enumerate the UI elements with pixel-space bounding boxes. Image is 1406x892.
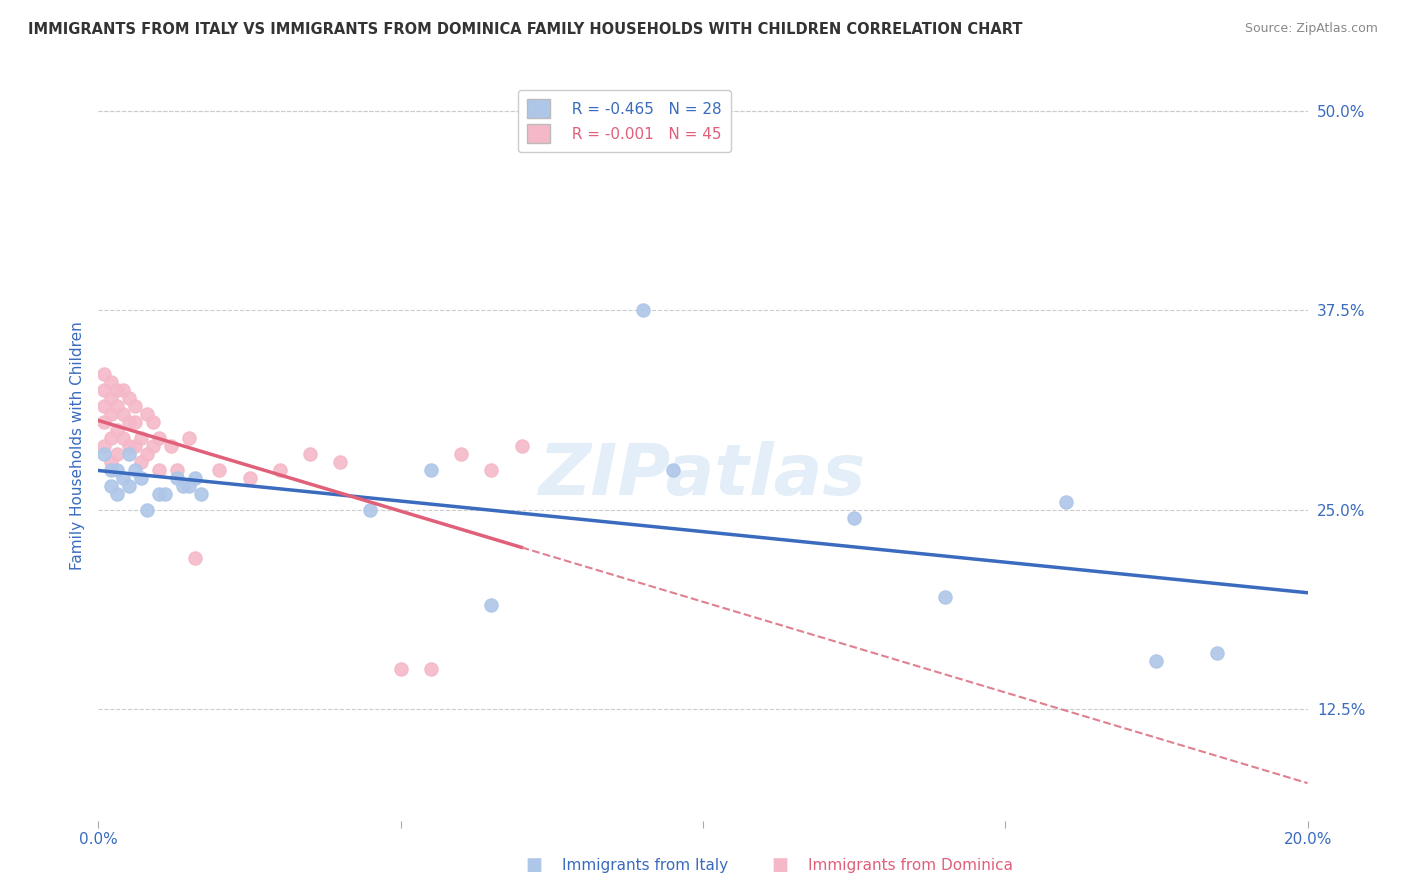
Point xyxy=(111,471,134,485)
Point xyxy=(105,487,128,501)
Point xyxy=(1206,646,1229,660)
Point xyxy=(269,463,291,477)
Point xyxy=(179,479,201,493)
Point xyxy=(844,510,866,524)
Point xyxy=(105,399,128,413)
Point xyxy=(148,431,170,445)
Point xyxy=(124,399,146,413)
Point xyxy=(510,439,533,453)
Point xyxy=(208,463,231,477)
Point xyxy=(124,439,146,453)
Point xyxy=(389,662,412,676)
Point xyxy=(100,376,122,390)
Point xyxy=(93,447,115,461)
Point xyxy=(118,479,141,493)
Point xyxy=(135,407,157,421)
Point xyxy=(93,399,115,413)
Point xyxy=(129,471,152,485)
Point xyxy=(105,447,128,461)
Point xyxy=(1144,654,1167,668)
Point xyxy=(111,407,134,421)
Point xyxy=(190,487,212,501)
Point xyxy=(153,487,176,501)
Point xyxy=(105,383,128,397)
Point xyxy=(100,407,122,421)
Text: ZIPatlas: ZIPatlas xyxy=(540,442,866,510)
Text: Immigrants from Dominica: Immigrants from Dominica xyxy=(808,858,1014,872)
Point xyxy=(360,502,382,516)
Point xyxy=(481,463,503,477)
Point xyxy=(124,463,146,477)
Point xyxy=(160,439,183,453)
Point xyxy=(100,463,122,477)
Point xyxy=(111,431,134,445)
Point xyxy=(105,463,128,477)
Point xyxy=(166,471,188,485)
Point xyxy=(329,455,352,469)
Point xyxy=(148,463,170,477)
Point xyxy=(100,431,122,445)
Point xyxy=(299,447,322,461)
Text: IMMIGRANTS FROM ITALY VS IMMIGRANTS FROM DOMINICA FAMILY HOUSEHOLDS WITH CHILDRE: IMMIGRANTS FROM ITALY VS IMMIGRANTS FROM… xyxy=(28,22,1022,37)
Point xyxy=(105,423,128,437)
Point xyxy=(166,463,188,477)
Point xyxy=(129,455,152,469)
Point xyxy=(93,383,115,397)
Point xyxy=(631,303,654,318)
Y-axis label: Family Households with Children: Family Households with Children xyxy=(69,322,84,570)
Point xyxy=(184,471,207,485)
Point xyxy=(118,415,141,429)
Point xyxy=(135,447,157,461)
Point xyxy=(118,447,141,461)
Point xyxy=(93,415,115,429)
Legend:   R = -0.465   N = 28,   R = -0.001   N = 45: R = -0.465 N = 28, R = -0.001 N = 45 xyxy=(517,90,731,152)
Point xyxy=(93,439,115,453)
Point xyxy=(111,383,134,397)
Point xyxy=(118,391,141,405)
Point xyxy=(118,439,141,453)
Point xyxy=(179,431,201,445)
Point xyxy=(100,479,122,493)
Point xyxy=(239,471,262,485)
Point xyxy=(135,502,157,516)
Point xyxy=(450,447,472,461)
Point xyxy=(420,463,443,477)
Point xyxy=(661,463,683,477)
Point xyxy=(148,487,170,501)
Text: ■: ■ xyxy=(772,856,789,874)
Point xyxy=(124,415,146,429)
Point xyxy=(100,455,122,469)
Text: Immigrants from Italy: Immigrants from Italy xyxy=(562,858,728,872)
Text: Source: ZipAtlas.com: Source: ZipAtlas.com xyxy=(1244,22,1378,36)
Point xyxy=(93,368,115,382)
Point xyxy=(100,391,122,405)
Point xyxy=(934,591,956,605)
Point xyxy=(420,662,443,676)
Point xyxy=(142,415,165,429)
Point xyxy=(1054,495,1077,509)
Point xyxy=(129,431,152,445)
Point xyxy=(184,550,207,565)
Point xyxy=(172,479,194,493)
Text: ■: ■ xyxy=(526,856,543,874)
Point xyxy=(481,599,503,613)
Point xyxy=(142,439,165,453)
